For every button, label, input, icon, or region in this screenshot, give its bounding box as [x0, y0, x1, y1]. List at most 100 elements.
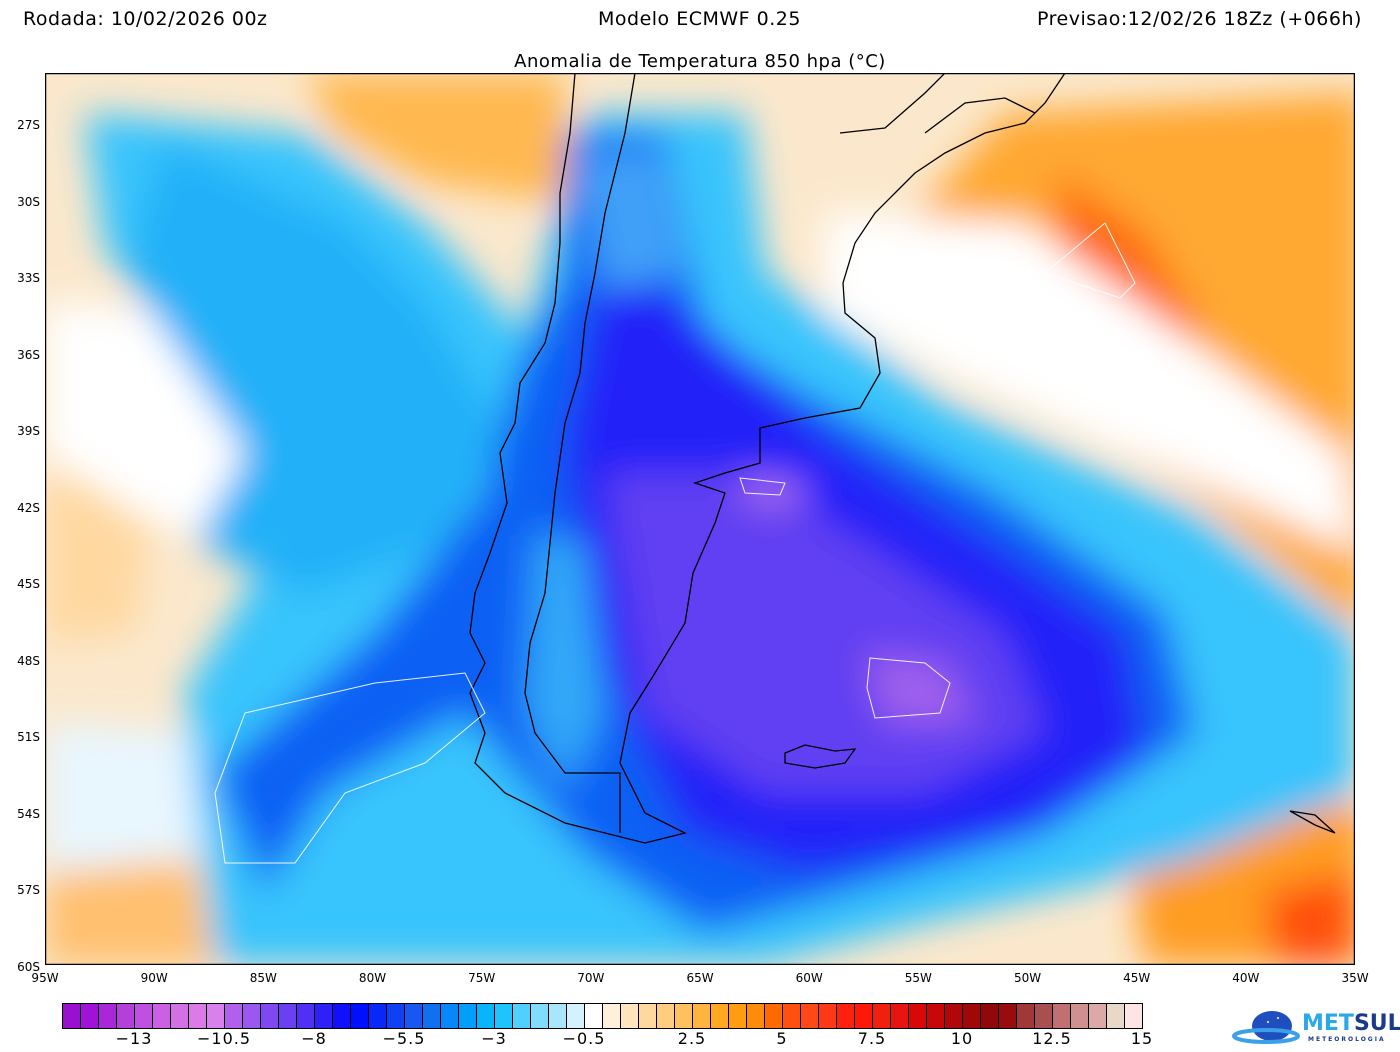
colorbar-swatch — [729, 1004, 747, 1028]
colorbar-swatch — [891, 1004, 909, 1028]
colorbar-swatch — [81, 1004, 99, 1028]
colorbar-swatch — [747, 1004, 765, 1028]
colorbar-swatch — [603, 1004, 621, 1028]
colorbar-swatch — [369, 1004, 387, 1028]
colorbar-swatch — [405, 1004, 423, 1028]
colorbar-swatch — [1053, 1004, 1071, 1028]
colorbar-swatch — [873, 1004, 891, 1028]
colorbar-swatch — [531, 1004, 549, 1028]
forecast-label: Previsao:12/02/26 18Zz (+066h) — [1037, 8, 1362, 30]
colorbar-swatch — [1071, 1004, 1089, 1028]
latitude-label: 51S — [17, 730, 40, 744]
colorbar-swatch — [963, 1004, 981, 1028]
longitude-label: 80W — [358, 971, 387, 985]
latitude-label: 54S — [17, 806, 40, 821]
latitude-label: 27S — [17, 118, 40, 132]
temperature-field — [45, 73, 1355, 965]
colorbar-label: −3 — [481, 1029, 507, 1048]
colorbar-label: −5.5 — [382, 1029, 426, 1048]
latitude-label: 42S — [17, 500, 40, 515]
colorbar-swatch — [261, 1004, 279, 1028]
map-title: Anomalia de Temperatura 850 hpa (°C) — [514, 51, 886, 72]
colorbar-swatch — [585, 1004, 603, 1028]
longitude-label: 50W — [1013, 971, 1042, 985]
colorbar-label: 15 — [1130, 1029, 1154, 1048]
anomaly-map — [45, 73, 1355, 965]
colorbar-swatch — [171, 1004, 189, 1028]
colorbar-swatch — [63, 1004, 81, 1028]
colorbar-swatch — [567, 1004, 585, 1028]
colorbar-swatch — [1125, 1004, 1142, 1028]
colorbar-swatch — [207, 1004, 225, 1028]
colorbar-swatch — [927, 1004, 945, 1028]
latitude-label: 48S — [17, 653, 40, 668]
colorbar-swatch — [279, 1004, 297, 1028]
metsul-logo: METSUL METEOROLOGIA — [1232, 1008, 1400, 1048]
colorbar-swatch — [387, 1004, 405, 1028]
latitude-label: 30S — [17, 194, 40, 209]
colorbar-swatch — [477, 1004, 495, 1028]
colorbar-label: −13 — [115, 1029, 153, 1048]
colorbar-swatch — [801, 1004, 819, 1028]
longitude-label: 65W — [686, 971, 714, 985]
model-label: Modelo ECMWF 0.25 — [598, 8, 801, 30]
logo-subtitle: METEOROLOGIA — [1308, 1036, 1386, 1043]
latitude-label: 45S — [17, 577, 40, 591]
colorbar-swatch — [837, 1004, 855, 1028]
latitude-label: 36S — [17, 347, 40, 362]
colorbar — [62, 1003, 1143, 1029]
colorbar-swatch — [711, 1004, 729, 1028]
longitude-label: 90W — [140, 971, 168, 985]
latitude-label: 33S — [17, 271, 40, 285]
longitude-label: 70W — [577, 971, 605, 985]
colorbar-swatch — [855, 1004, 873, 1028]
longitude-label: 75W — [468, 971, 496, 985]
colorbar-swatch — [243, 1004, 261, 1028]
colorbar-swatch — [819, 1004, 837, 1028]
colorbar-swatch — [153, 1004, 171, 1028]
colorbar-swatch — [1017, 1004, 1035, 1028]
latitude-label: 60S — [17, 959, 40, 974]
colorbar-swatch — [333, 1004, 351, 1028]
colorbar-swatch — [783, 1004, 801, 1028]
colorbar-swatch — [315, 1004, 333, 1028]
colorbar-swatch — [945, 1004, 963, 1028]
colorbar-swatch — [495, 1004, 513, 1028]
logo-text-sul: SUL — [1353, 1011, 1400, 1036]
colorbar-swatch — [513, 1004, 531, 1028]
longitude-label: 60W — [795, 971, 823, 985]
longitude-label: 95W — [31, 971, 59, 985]
longitude-label: 55W — [904, 971, 932, 985]
colorbar-swatch — [1089, 1004, 1107, 1028]
logo-text-met: MET — [1302, 1011, 1354, 1036]
colorbar-label: 10 — [950, 1029, 974, 1048]
coastlines — [469, 73, 1336, 844]
colorbar-swatch — [1107, 1004, 1125, 1028]
latitude-label: 39S — [17, 424, 40, 438]
latitude-label: 57S — [17, 883, 40, 897]
colorbar-swatch — [99, 1004, 117, 1028]
colorbar-swatch — [135, 1004, 153, 1028]
colorbar-swatch — [297, 1004, 315, 1028]
colorbar-swatch — [693, 1004, 711, 1028]
colorbar-swatch — [441, 1004, 459, 1028]
colorbar-label: 12.5 — [1032, 1029, 1072, 1048]
colorbar-swatch — [1035, 1004, 1053, 1028]
colorbar-swatch — [459, 1004, 477, 1028]
colorbar-label: −8 — [301, 1029, 327, 1048]
colorbar-label: 5 — [776, 1029, 788, 1048]
colorbar-swatch — [423, 1004, 441, 1028]
colorbar-swatch — [621, 1004, 639, 1028]
colorbar-label: 7.5 — [857, 1029, 887, 1048]
colorbar-label: −10.5 — [196, 1029, 252, 1048]
colorbar-swatch — [225, 1004, 243, 1028]
colorbar-swatch — [909, 1004, 927, 1028]
colorbar-swatch — [657, 1004, 675, 1028]
colorbar-swatch — [765, 1004, 783, 1028]
run-label: Rodada: 10/02/2026 00z — [23, 8, 268, 30]
colorbar-swatch — [981, 1004, 999, 1028]
contour-lines — [214, 222, 1136, 864]
colorbar-swatch — [639, 1004, 657, 1028]
colorbar-label: 2.5 — [677, 1029, 707, 1048]
colorbar-swatch — [351, 1004, 369, 1028]
